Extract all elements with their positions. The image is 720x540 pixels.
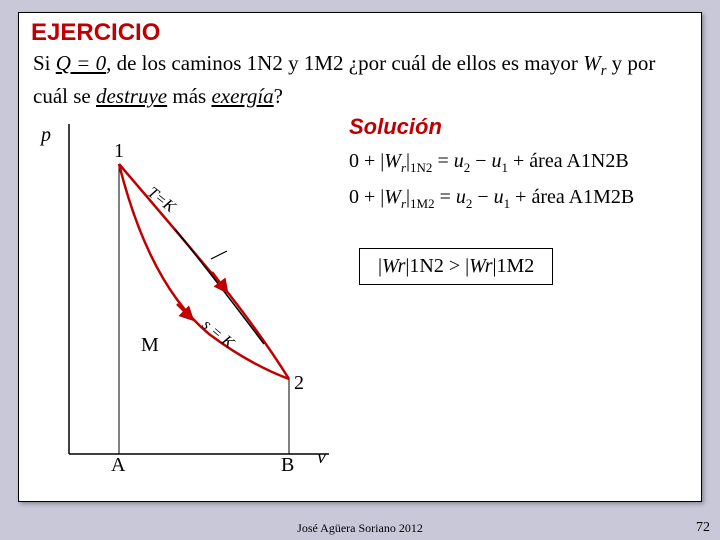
exercise-title: EJERCICIO (19, 13, 701, 49)
eq1-tail: + área A1N2B (508, 150, 629, 172)
eq2-path: 1M2 (410, 196, 435, 211)
box-p1: 1N2 (409, 255, 443, 277)
equation-2: 0 + |Wr|1M2 = u2 − u1 + área A1M2B (349, 186, 689, 212)
q-p1: Si (33, 51, 56, 75)
eq1-u1: u (492, 150, 502, 172)
axis-v-label: v (317, 446, 326, 469)
diagram-svg (29, 114, 339, 484)
q-eq: Q = 0 (56, 51, 106, 75)
eq1-u2: u (454, 150, 464, 172)
box-p2: 1M2 (497, 255, 535, 277)
point-b-label: B (281, 454, 294, 477)
slide-frame: EJERCICIO Si Q = 0, de los caminos 1N2 y… (18, 12, 702, 502)
point-1-label: 1 (114, 140, 124, 163)
eq1-pre: 0 + | (349, 150, 384, 172)
point-2-label: 2 (294, 372, 304, 395)
content-area: p v 1 2 A B M T=K s = K Solución 0 + |Wr… (19, 114, 701, 494)
solution-heading: Solución (349, 114, 689, 140)
q-p4: más (167, 84, 211, 108)
axis-p-label: p (41, 124, 51, 147)
eq2-minus: − (472, 186, 493, 208)
box-gt: > (444, 255, 465, 277)
eq2-w: W (384, 186, 401, 208)
pv-diagram: p v 1 2 A B M T=K s = K (29, 114, 339, 484)
q-exergia: exergía (211, 84, 273, 108)
question-text: Si Q = 0, de los caminos 1N2 y 1M2 ¿por … (19, 49, 701, 114)
eq1-path: 1N2 (410, 160, 432, 175)
q-destruye: destruye (96, 84, 167, 108)
q-p5: ? (274, 84, 283, 108)
eq2-u1: u (494, 186, 504, 208)
eq2-eq: = (435, 186, 456, 208)
eq1-eq: = (432, 150, 453, 172)
box-w1: W (382, 255, 398, 277)
box-w2: W (469, 255, 485, 277)
boxed-inequality: |Wr|1N2 > |Wr|1M2 (359, 248, 553, 285)
box-ws2: r (485, 255, 493, 277)
point-m-label: M (141, 334, 159, 357)
eq2-u2: u (456, 186, 466, 208)
eq2-pre: 0 + | (349, 186, 384, 208)
eq2-tail: + área A1M2B (510, 186, 634, 208)
footer-text: José Agüera Soriano 2012 (0, 521, 720, 536)
eq1-minus: − (470, 150, 491, 172)
equation-1: 0 + |Wr|1N2 = u2 − u1 + área A1N2B (349, 150, 689, 176)
q-wr: W (583, 51, 601, 75)
point-a-label: A (111, 454, 125, 477)
eq1-w: W (384, 150, 401, 172)
page-number: 72 (696, 520, 710, 536)
solution-block: Solución 0 + |Wr|1N2 = u2 − u1 + área A1… (349, 114, 689, 285)
q-p2: , de los caminos 1N2 y 1M2 ¿por cuál de … (106, 51, 583, 75)
